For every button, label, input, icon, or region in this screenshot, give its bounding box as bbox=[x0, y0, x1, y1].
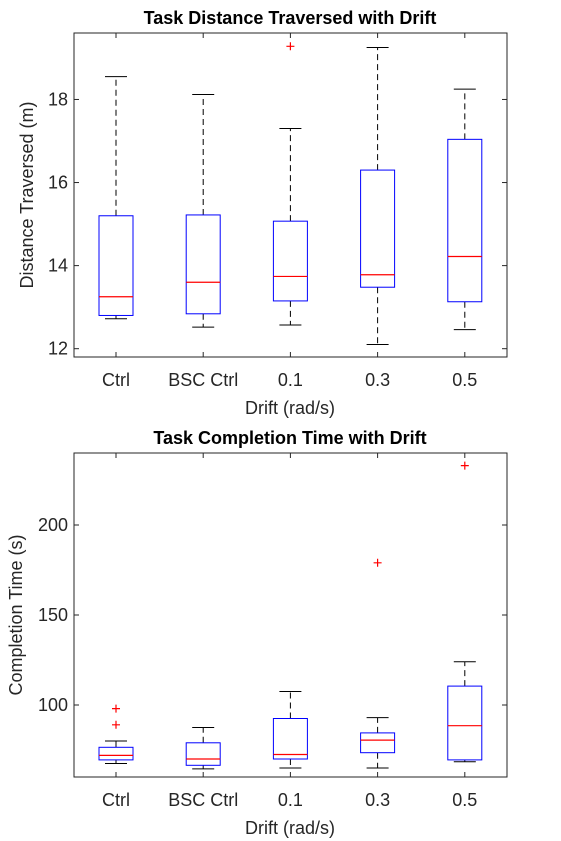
x-tick-label: 0.3 bbox=[365, 790, 390, 810]
outlier-marker bbox=[373, 558, 382, 567]
box-series bbox=[98, 42, 483, 346]
y-axis-label: Distance Traversed (m) bbox=[17, 101, 37, 288]
y-tick-label: 150 bbox=[38, 605, 68, 625]
iqr-box bbox=[447, 138, 483, 303]
box-3 bbox=[360, 558, 396, 769]
box-series bbox=[98, 461, 483, 770]
iqr-box bbox=[185, 742, 221, 766]
outlier-marker bbox=[286, 42, 295, 51]
x-tick-label: BSC Ctrl bbox=[168, 370, 238, 390]
iqr-box bbox=[447, 685, 483, 761]
x-tick-label: 0.5 bbox=[452, 790, 477, 810]
box-1 bbox=[185, 727, 221, 770]
outlier-marker bbox=[460, 461, 469, 470]
outlier-marker bbox=[112, 704, 120, 713]
iqr-box bbox=[272, 718, 308, 760]
box-2 bbox=[272, 691, 308, 769]
box-0 bbox=[98, 704, 134, 764]
y-tick-label: 14 bbox=[48, 256, 68, 276]
x-tick-label: 0.1 bbox=[278, 370, 303, 390]
x-tick-label: 0.3 bbox=[365, 370, 390, 390]
iqr-box bbox=[272, 220, 308, 302]
outlier-marker bbox=[112, 720, 120, 729]
y-tick-label: 100 bbox=[38, 695, 68, 715]
y-tick-label: 18 bbox=[48, 89, 68, 109]
x-axis-label: Drift (rad/s) bbox=[245, 398, 335, 418]
x-ticks: Ctrl BSC Ctrl 0.1 0.3 0.5 bbox=[102, 33, 477, 390]
x-ticks: Ctrl BSC Ctrl 0.1 0.3 0.5 bbox=[102, 453, 477, 810]
y-ticks: 12 14 16 18 bbox=[48, 89, 507, 359]
x-tick-label: 0.1 bbox=[278, 790, 303, 810]
iqr-box bbox=[360, 169, 396, 288]
box-4 bbox=[447, 88, 483, 331]
x-tick-label: 0.5 bbox=[452, 370, 477, 390]
box-2 bbox=[272, 42, 308, 326]
x-axis-label: Drift (rad/s) bbox=[245, 818, 335, 838]
box-3 bbox=[360, 47, 396, 346]
distance-boxplot: Task Distance Traversed with Drift Drift… bbox=[17, 8, 508, 418]
plot-frame bbox=[73, 452, 508, 778]
iqr-box bbox=[98, 215, 134, 316]
iqr-box bbox=[185, 214, 221, 315]
completion-time-boxplot: Task Completion Time with Drift Drift (r… bbox=[6, 428, 508, 838]
box-1 bbox=[185, 93, 221, 328]
iqr-box bbox=[360, 732, 396, 754]
x-tick-label: BSC Ctrl bbox=[168, 790, 238, 810]
x-tick-label: Ctrl bbox=[102, 370, 130, 390]
y-tick-label: 16 bbox=[48, 173, 68, 193]
box-4 bbox=[447, 461, 483, 763]
y-axis-label: Completion Time (s) bbox=[6, 534, 26, 695]
x-tick-label: Ctrl bbox=[102, 790, 130, 810]
iqr-box bbox=[98, 746, 134, 761]
plot-frame bbox=[73, 32, 508, 358]
chart-title: Task Distance Traversed with Drift bbox=[144, 8, 437, 28]
y-tick-label: 200 bbox=[38, 515, 68, 535]
box-0 bbox=[98, 76, 134, 320]
y-ticks: 100 150 200 bbox=[38, 515, 507, 715]
y-tick-label: 12 bbox=[48, 339, 68, 359]
chart-title: Task Completion Time with Drift bbox=[153, 428, 426, 448]
